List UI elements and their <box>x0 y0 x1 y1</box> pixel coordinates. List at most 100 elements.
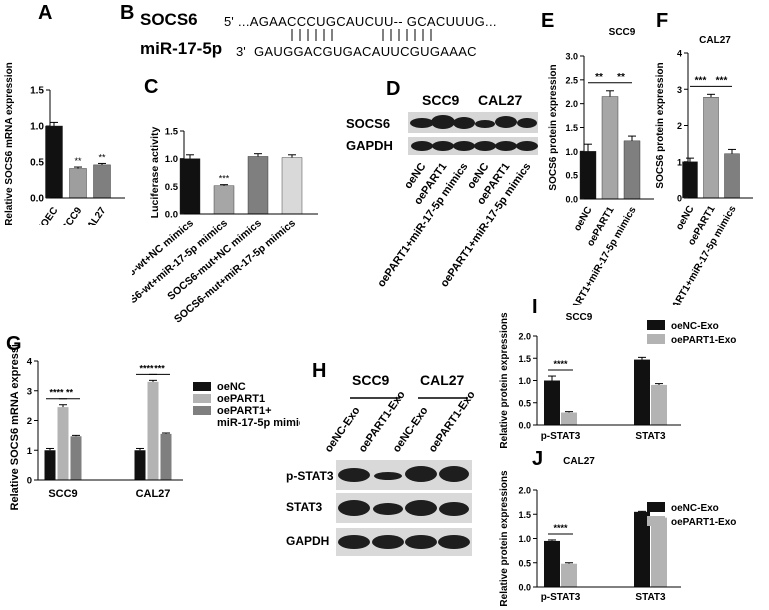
panel-letter-d: D <box>386 78 401 100</box>
chart-title: SCC9 <box>609 27 636 38</box>
y-tick-label: 1 <box>27 446 33 457</box>
legend-swatch <box>647 516 665 526</box>
legend-swatch <box>647 320 665 330</box>
bar <box>703 97 719 199</box>
y-tick-label: 3 <box>677 85 682 95</box>
x-tick-label: CAL27 <box>136 488 171 500</box>
y-tick-label: 0.0 <box>518 421 531 431</box>
chart-e: SCC9 0.0 0.5 1.0 1.5 2.0 2.5 3.0 SOCS6 protein e… <box>548 27 654 305</box>
blot-band <box>373 503 403 515</box>
blot-band <box>405 500 437 516</box>
bar <box>579 151 597 200</box>
y-tick-label: 1 <box>677 157 682 167</box>
panel-letter-g: G <box>6 333 22 355</box>
blot-row-label: GAPDH <box>286 534 329 548</box>
panel-letter-c: C <box>144 76 159 98</box>
significance-label: ** <box>595 72 603 83</box>
blot-row-label: SOCS6 <box>346 116 390 131</box>
chart-title: CAL27 <box>699 35 731 46</box>
blot-band <box>338 535 370 549</box>
western-blot-h: SCC9 CAL27 oeNC-Exo oePART1-Exo oeNC-Exo… <box>250 368 478 560</box>
bar <box>651 384 667 425</box>
panel-letter-i: I <box>532 296 538 318</box>
blot-band <box>410 118 434 128</box>
blot-band <box>474 141 496 151</box>
y-tick-label: 1.0 <box>518 376 531 386</box>
blot-band <box>438 535 470 549</box>
y-axis-label: Luciferase activity <box>149 127 161 219</box>
bar <box>57 407 69 480</box>
chart-g: 0 1 2 3 4 Relative SOCS6 mRNA expression SCC9 C… <box>9 345 300 510</box>
prime5-label: 5' <box>224 14 234 29</box>
y-tick-label: 1.0 <box>165 154 178 165</box>
panel-letter-j: J <box>532 448 544 470</box>
significance-label: *** <box>716 75 728 86</box>
blot-band <box>372 535 404 549</box>
x-tick-label: oeNC <box>572 205 595 233</box>
significance-label: **** <box>553 523 568 533</box>
y-axis-label: Relative protein expressions <box>499 470 510 607</box>
y-tick-label: 0.5 <box>565 171 578 181</box>
y-tick-label: 0.5 <box>30 158 44 169</box>
chart-title: CAL27 <box>563 456 595 467</box>
bar <box>544 540 560 587</box>
y-axis-label: SOCS6 protein expression <box>548 64 559 190</box>
y-tick-label: 0.0 <box>30 194 44 205</box>
bar <box>69 168 87 199</box>
y-tick-label: 1.0 <box>565 147 578 157</box>
cell-line-label: CAL27 <box>420 372 465 388</box>
chart-i: SCC9 0.0 0.5 1.0 1.5 2.0 Relative protein expr… <box>499 312 736 449</box>
panel-letter-f: F <box>656 10 669 32</box>
prime3-label: 3' <box>236 44 246 59</box>
blot-band <box>338 500 370 516</box>
y-tick-label: 0.5 <box>518 558 531 568</box>
x-tick-label: p-STAT3 <box>541 431 581 442</box>
legend-label: oePART1-Exo <box>671 335 736 346</box>
y-tick-label: 1.0 <box>518 534 531 544</box>
blot-band <box>431 115 455 129</box>
bar <box>561 563 577 587</box>
blot-band <box>374 472 402 480</box>
x-tick-label: SCC9 <box>48 488 77 500</box>
cell-line-label: SCC9 <box>422 92 460 108</box>
y-tick-label: 1.0 <box>30 122 44 133</box>
significance-label: ** <box>98 152 106 162</box>
y-tick-label: 2.0 <box>518 332 531 342</box>
mirna-sequence: GAUGGACGUGACAUUCGUGAAAC <box>254 44 477 59</box>
y-tick-label: 0.0 <box>518 583 531 593</box>
bar <box>634 359 650 425</box>
blot-band <box>517 118 537 128</box>
bar <box>134 450 146 480</box>
significance-label: ** <box>617 72 625 83</box>
x-tick-label: p-STAT3 <box>541 592 581 603</box>
significance-label: ** <box>74 156 82 166</box>
bar <box>601 96 619 200</box>
bar <box>179 158 201 215</box>
legend-label: oePART1+ <box>217 405 272 417</box>
base-pair-lines <box>291 29 432 41</box>
blot-band <box>405 466 437 482</box>
gene-sequence: ...AGAACCCUGCAUCUU-- GCACUUUG... <box>238 14 497 29</box>
bar <box>93 164 111 199</box>
y-tick-label: 0 <box>677 194 682 204</box>
cell-line-label: CAL27 <box>478 92 523 108</box>
x-tick-label: STAT3 <box>635 431 666 442</box>
legend-swatch <box>193 382 211 391</box>
significance-label: *** <box>695 75 707 86</box>
panel-letter-h: H <box>312 360 327 382</box>
y-tick-label: 0 <box>27 476 32 487</box>
legend-swatch <box>647 502 665 512</box>
y-tick-label: 2.0 <box>518 486 531 496</box>
blot-band <box>516 141 538 151</box>
blot-band <box>495 116 517 128</box>
legend-label: oeNC <box>217 381 246 393</box>
x-tick-label: STAT3 <box>635 592 666 603</box>
blot-d-svg: SCC9 CAL27 SOCS6 GAPDH oeNC oePART1 oePA… <box>346 92 538 289</box>
blot-row-label: p-STAT3 <box>286 469 334 483</box>
mirna-label: miR-17-5p <box>140 39 223 58</box>
bar <box>682 161 698 199</box>
significance-label: **** <box>139 363 154 373</box>
y-axis-label: Relative SOCS6 mRNA expression <box>9 345 21 510</box>
